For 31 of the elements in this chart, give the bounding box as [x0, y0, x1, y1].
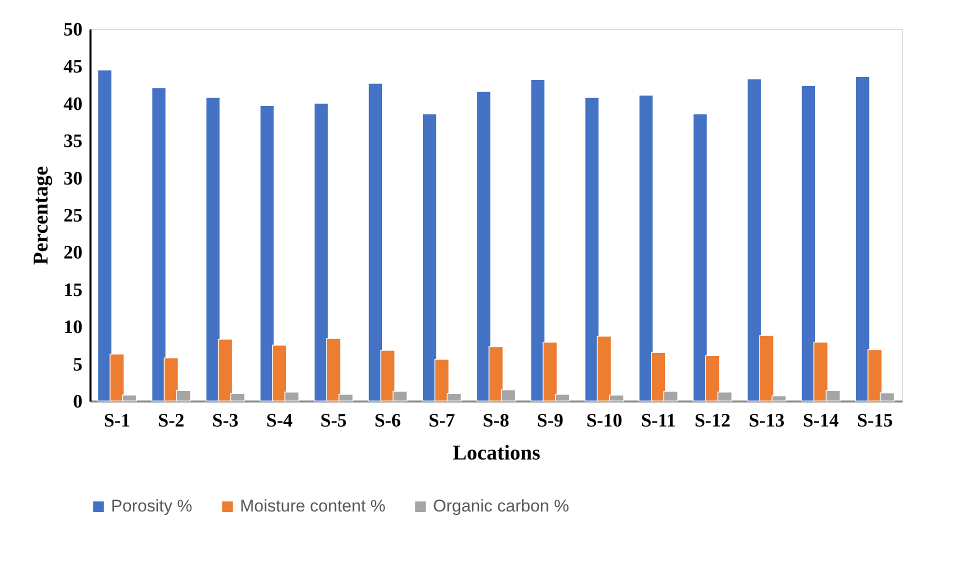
- y-axis-title: Percentage: [28, 166, 52, 265]
- y-tick-label: 10: [64, 317, 82, 338]
- x-tick-label: S-3: [212, 410, 239, 432]
- x-tick-label: S-11: [640, 410, 676, 432]
- legend-label: Moisture content %: [240, 496, 386, 516]
- x-tick-label: S-5: [320, 410, 347, 432]
- y-tick-label: 35: [64, 131, 82, 152]
- legend-label: Organic carbon %: [433, 496, 570, 516]
- y-tick-label: 30: [64, 168, 82, 190]
- x-tick-label: S-14: [802, 410, 840, 432]
- x-tick-label: S-1: [104, 410, 130, 432]
- x-tick-label: S-4: [266, 410, 294, 432]
- x-tick-label: S-6: [374, 410, 401, 432]
- y-tick-label: 0: [73, 392, 82, 412]
- x-tick-label: S-9: [536, 410, 564, 432]
- y-tick-label: 5: [73, 354, 82, 376]
- y-tick-label: 40: [64, 94, 82, 115]
- y-tick-label: 20: [64, 242, 82, 264]
- x-tick-label: S-13: [748, 410, 785, 432]
- y-tick-label: 15: [64, 280, 82, 301]
- y-tick-label: 45: [64, 56, 82, 78]
- y-tick-label: 25: [64, 206, 82, 226]
- x-tick-label: S-10: [586, 410, 622, 432]
- x-tick-label: S-12: [694, 410, 730, 432]
- x-tick-label: S-15: [856, 410, 893, 432]
- x-tick-label: S-8: [482, 410, 510, 432]
- y-tick-label: 50: [64, 20, 82, 40]
- x-axis-title: Locations: [452, 440, 540, 464]
- legend-label: Porosity %: [111, 496, 192, 516]
- x-tick-label: S-7: [428, 410, 456, 432]
- x-tick-label: S-2: [158, 410, 184, 432]
